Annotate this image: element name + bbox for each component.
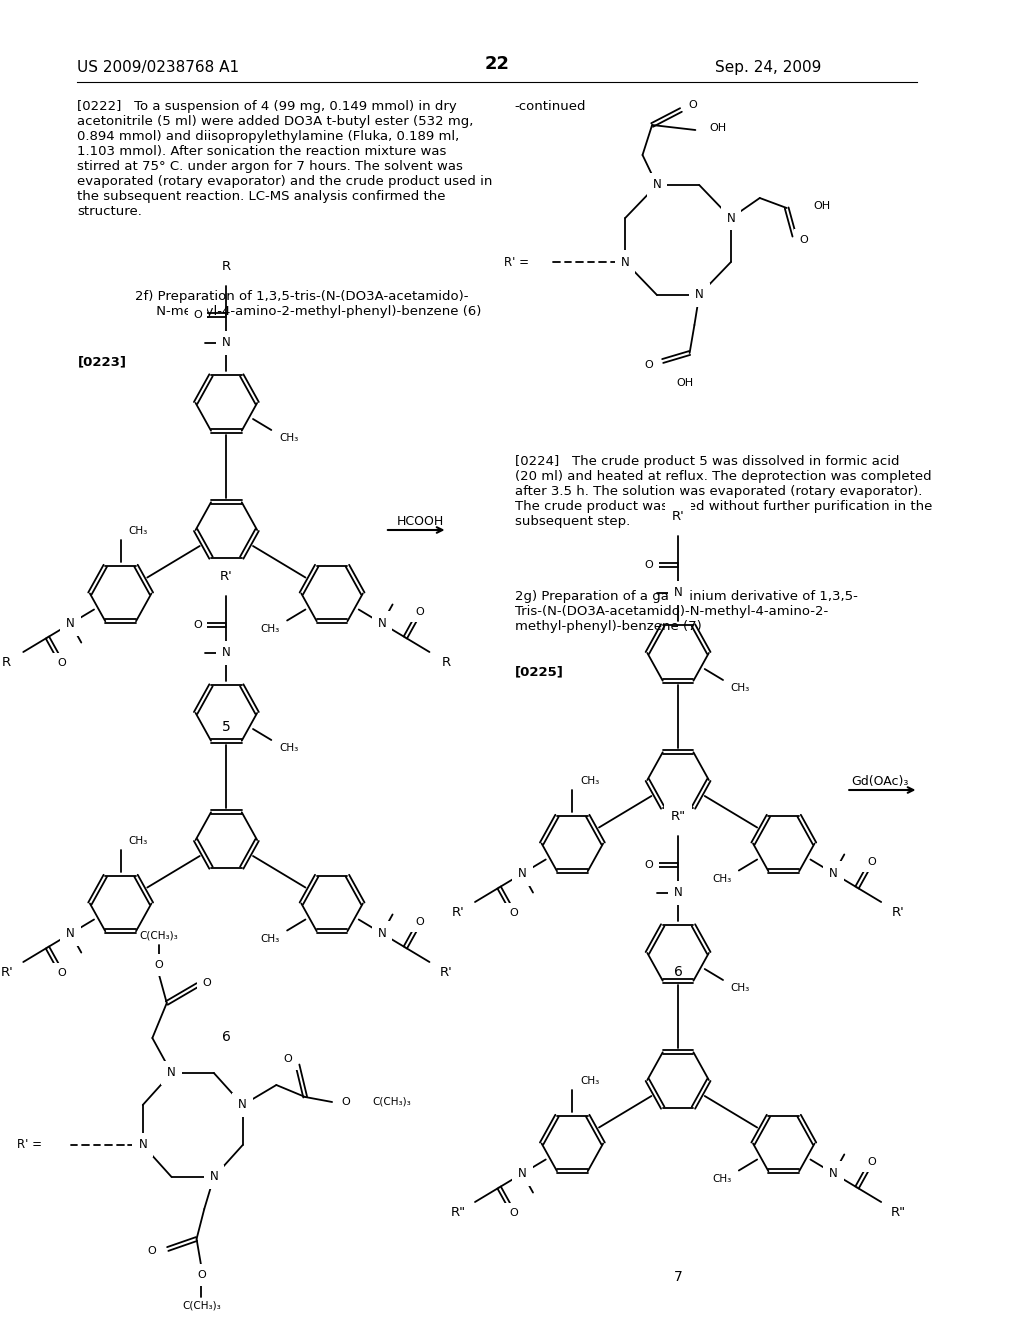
Text: R: R — [222, 260, 231, 272]
Text: N: N — [674, 887, 682, 899]
Text: CH₃: CH₃ — [712, 1173, 731, 1184]
Text: R: R — [441, 656, 451, 668]
Text: CH₃: CH₃ — [580, 776, 599, 787]
Text: [0223]: [0223] — [78, 355, 126, 368]
Text: R': R' — [672, 510, 684, 523]
Text: O: O — [57, 659, 67, 668]
Text: N: N — [652, 178, 662, 191]
Text: N: N — [138, 1138, 147, 1151]
Text: O: O — [509, 1209, 518, 1218]
Text: [0225]: [0225] — [515, 665, 563, 678]
Text: N: N — [378, 927, 386, 940]
Text: CH₃: CH₃ — [731, 682, 750, 693]
Text: O: O — [644, 360, 653, 370]
Text: R": R" — [890, 1205, 905, 1218]
Text: N: N — [222, 337, 230, 350]
Text: 6: 6 — [222, 1030, 230, 1044]
Text: N: N — [518, 1167, 526, 1180]
Text: O: O — [867, 857, 876, 866]
Text: O: O — [194, 620, 202, 630]
Text: R": R" — [671, 809, 686, 822]
Text: O: O — [194, 310, 202, 319]
Text: O: O — [416, 916, 424, 927]
Text: R: R — [2, 656, 11, 668]
Text: O: O — [155, 960, 164, 970]
Text: CH₃: CH₃ — [260, 623, 280, 634]
Text: CH₃: CH₃ — [128, 527, 147, 536]
Text: CH₃: CH₃ — [731, 983, 750, 993]
Text: R': R' — [452, 906, 465, 919]
Text: CH₃: CH₃ — [279, 743, 298, 752]
Text: N: N — [829, 867, 838, 880]
Text: O: O — [197, 1270, 206, 1280]
Text: N: N — [727, 211, 735, 224]
Text: [0224]   The crude product 5 was dissolved in formic acid
(20 ml) and heated at : [0224] The crude product 5 was dissolved… — [515, 455, 932, 528]
Text: R': R' — [220, 569, 232, 582]
Text: OH: OH — [814, 201, 830, 211]
Text: N: N — [67, 927, 75, 940]
Text: N: N — [378, 616, 386, 630]
Text: CH₃: CH₃ — [580, 1077, 599, 1086]
Text: O: O — [645, 861, 653, 870]
Text: N: N — [829, 1167, 838, 1180]
Text: N: N — [210, 1171, 218, 1184]
Text: O: O — [867, 1156, 876, 1167]
Text: 5: 5 — [222, 719, 230, 734]
Text: O: O — [509, 908, 518, 919]
Text: HCOOH: HCOOH — [396, 515, 443, 528]
Text: CH₃: CH₃ — [712, 874, 731, 883]
Text: R' =: R' = — [16, 1138, 42, 1151]
Text: US 2009/0238768 A1: US 2009/0238768 A1 — [78, 59, 240, 75]
Text: Sep. 24, 2009: Sep. 24, 2009 — [715, 59, 821, 75]
Text: 7: 7 — [674, 1270, 682, 1284]
Text: N: N — [222, 647, 230, 660]
Text: 6: 6 — [674, 965, 683, 979]
Text: R": R" — [451, 1205, 466, 1218]
Text: R': R' — [439, 965, 453, 978]
Text: C(CH₃)₃: C(CH₃)₃ — [139, 931, 178, 941]
Text: -continued: -continued — [515, 100, 586, 114]
Text: Gd(OAc)₃: Gd(OAc)₃ — [851, 775, 908, 788]
Text: OH: OH — [676, 378, 693, 388]
Text: 2f) Preparation of 1,3,5-tris-(N-(DO3A-acetamido)-
     N-methyl-4-amino-2-methy: 2f) Preparation of 1,3,5-tris-(N-(DO3A-a… — [135, 290, 481, 318]
Text: O: O — [203, 978, 212, 987]
Text: 22: 22 — [485, 55, 510, 73]
Text: CH₃: CH₃ — [128, 837, 147, 846]
Text: N: N — [518, 867, 526, 880]
Text: CH₃: CH₃ — [279, 433, 298, 444]
Text: O: O — [342, 1097, 350, 1107]
Text: O: O — [688, 100, 697, 110]
Text: R' =: R' = — [504, 256, 529, 268]
Text: O: O — [57, 969, 67, 978]
Text: N: N — [674, 586, 682, 599]
Text: N: N — [621, 256, 630, 268]
Text: [0222]   To a suspension of 4 (99 mg, 0.149 mmol) in dry
acetonitrile (5 ml) wer: [0222] To a suspension of 4 (99 mg, 0.14… — [78, 100, 493, 218]
Text: C(CH₃)₃: C(CH₃)₃ — [182, 1302, 221, 1311]
Text: R': R' — [892, 906, 904, 919]
Text: R': R' — [0, 965, 13, 978]
Text: 2g) Preparation of a gadolinium derivative of 1,3,5-
Tris-(N-(DO3A-acetamido)-N-: 2g) Preparation of a gadolinium derivati… — [515, 590, 857, 634]
Text: N: N — [695, 289, 703, 301]
Text: OH: OH — [710, 123, 727, 133]
Text: O: O — [147, 1246, 157, 1257]
Text: O: O — [645, 560, 653, 570]
Text: O: O — [284, 1053, 292, 1064]
Text: O: O — [800, 235, 808, 246]
Text: N: N — [67, 616, 75, 630]
Text: O: O — [416, 606, 424, 616]
Text: N: N — [239, 1098, 247, 1111]
Text: N: N — [167, 1067, 176, 1080]
Text: C(CH₃)₃: C(CH₃)₃ — [373, 1097, 412, 1107]
Text: CH₃: CH₃ — [260, 933, 280, 944]
